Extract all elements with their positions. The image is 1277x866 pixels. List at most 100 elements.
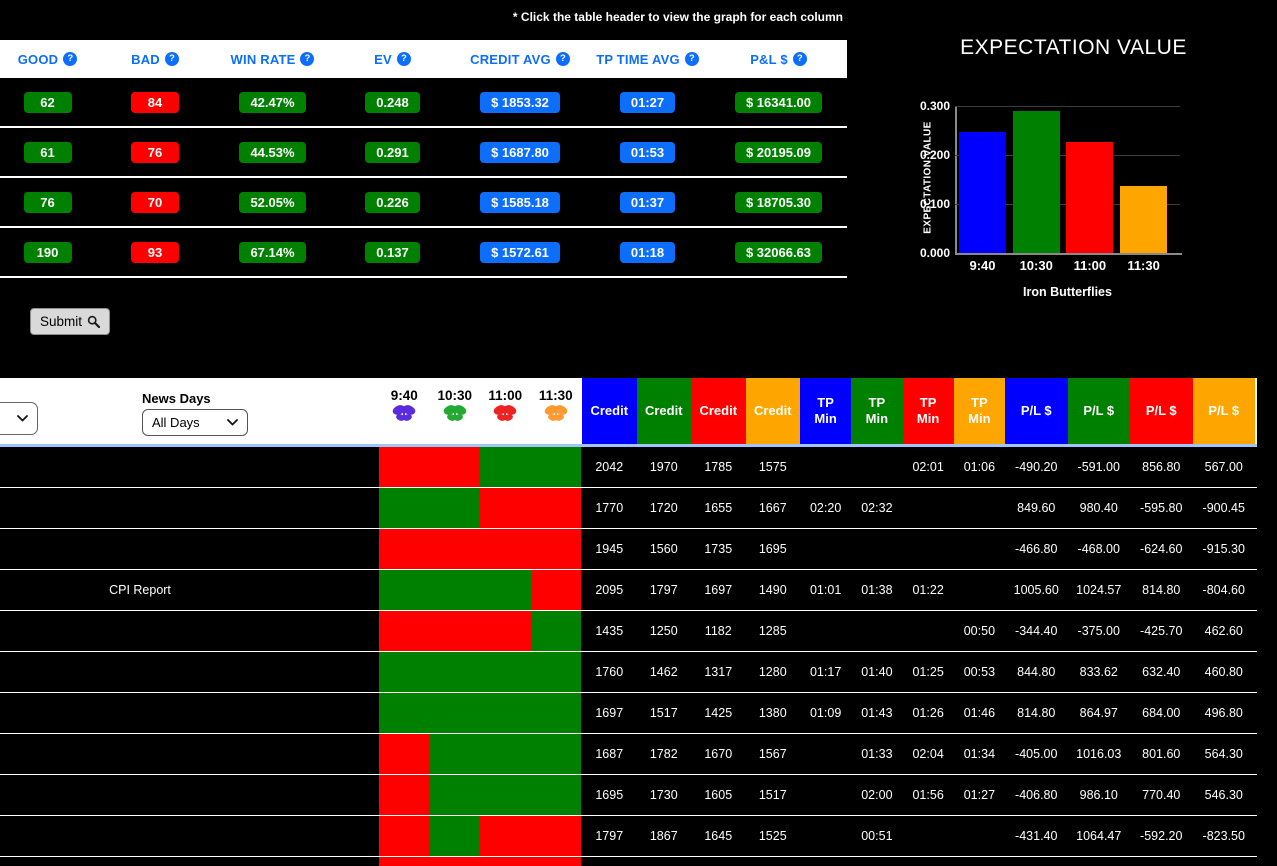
column-header-p-l-10-30[interactable]: P/L $	[1067, 378, 1130, 444]
table-row: 1945 1560 1735 1695 -466.80 -468.00 -624.60 -91…	[0, 529, 1257, 570]
summary-badge-tp_time_avg: 01:53	[619, 141, 676, 163]
chevron-down-icon	[17, 415, 28, 422]
summary-badge-pl: $ 20195.09	[734, 141, 823, 163]
summary-badge-win_rate: 67.14%	[239, 241, 306, 263]
summary-table: GOOD? BAD? WIN RATE? EV? CREDIT AVG? TP TIME …	[0, 40, 847, 278]
column-header-label: Credit	[753, 402, 792, 418]
summary-badge-bad: 70	[131, 191, 179, 213]
credit-cell-11-30: 1567	[758, 747, 787, 761]
column-header-tp-min-10-30[interactable]: TP Min	[851, 378, 903, 444]
submit-label: Submit	[40, 314, 83, 329]
expectation-value-chart: EXPECTATION VALUE EXPECTATION VALUE Iron…	[870, 0, 1277, 330]
column-header-credit-9-40[interactable]: Credit	[582, 378, 637, 444]
summary-header-bad[interactable]: BAD?	[95, 40, 215, 78]
column-header-p-l-9-40[interactable]: P/L $	[1005, 378, 1068, 444]
credit-cell-11-00: 1697	[704, 583, 733, 597]
column-header-p-l-11-30[interactable]: P/L $	[1192, 378, 1255, 444]
magnifier-icon	[87, 315, 101, 328]
result-cell-11-30	[530, 693, 581, 733]
submit-button[interactable]: Submit	[30, 308, 111, 335]
result-cell-9-40	[379, 570, 430, 610]
result-cell-11-30	[530, 857, 581, 866]
table-row: 1760 1462 1317 1280 01:17 01:40 01:25 00:53 844.…	[0, 652, 1257, 693]
summary-header-label: TP TIME AVG	[596, 51, 680, 67]
news-days-select[interactable]: All Days	[142, 409, 248, 436]
tp-cell-9-40: 02:20	[809, 501, 842, 515]
column-header-label: TP Min	[916, 394, 940, 426]
chart-x-tick-label: 9:40	[969, 258, 996, 273]
result-cell-9-40	[379, 611, 430, 651]
column-header-credit-11-00[interactable]: Credit	[691, 378, 746, 444]
help-icon[interactable]: ?	[63, 52, 78, 66]
column-header-tp-min-11-30[interactable]: TP Min	[953, 378, 1005, 444]
credit-cell-11-30: 1525	[758, 829, 787, 843]
left-filter-select[interactable]	[0, 402, 38, 435]
summary-row: 61 76 44.53% 0.291 $ 1687.80 01:53 $ 20195.09	[0, 128, 847, 178]
result-cell-11-30	[530, 570, 581, 610]
column-header-label: P/L $	[1020, 402, 1052, 418]
result-cell-9-40	[379, 652, 430, 692]
result-cell-11-00	[480, 734, 531, 774]
summary-badge-ev: 0.248	[365, 91, 420, 113]
tp-cell-9-40	[800, 816, 851, 856]
tp-cell-11-30: 01:46	[963, 706, 996, 720]
pl-cell-10-30: 980.40	[1079, 501, 1118, 515]
credit-cell-10-30: 1970	[649, 460, 678, 474]
chart-bar-11-00	[1066, 142, 1114, 253]
tp-cell-10-30: 01:38	[861, 583, 893, 597]
summary-badge-tp_time_avg: 01:27	[619, 91, 676, 113]
tp-cell-11-30	[954, 857, 1005, 866]
summary-header-good[interactable]: GOOD?	[0, 40, 95, 78]
help-icon[interactable]: ?	[396, 52, 411, 66]
summary-header-win-rate[interactable]: WIN RATE?	[215, 40, 330, 78]
summary-badge-win_rate: 42.47%	[239, 91, 306, 113]
result-cell-9-40	[379, 775, 430, 815]
result-cell-11-30	[530, 488, 581, 528]
tp-cell-11-00	[903, 857, 954, 866]
column-header-credit-10-30[interactable]: Credit	[636, 378, 691, 444]
column-header-p-l-11-00[interactable]: P/L $	[1130, 378, 1193, 444]
tp-cell-9-40	[800, 734, 851, 774]
help-icon[interactable]: ?	[300, 52, 315, 66]
result-cell-11-00	[480, 611, 531, 651]
credit-cell-11-00: 1317	[704, 665, 733, 679]
column-header-label: TP Min	[968, 394, 991, 426]
result-cell-10-30	[429, 652, 480, 692]
summary-badge-good: 190	[23, 241, 72, 263]
help-icon[interactable]: ?	[164, 52, 179, 66]
summary-header-ev[interactable]: EV?	[330, 40, 455, 78]
time-header-label: 11:00	[488, 388, 523, 403]
summary-badge-credit_avg: $ 1572.61	[480, 241, 560, 263]
credit-cell-10-30: 1250	[649, 624, 678, 638]
result-cell-9-40	[379, 488, 430, 528]
help-icon[interactable]: ?	[684, 52, 699, 66]
pl-cell-9-40: 849.60	[1017, 501, 1056, 515]
pl-cell-11-30: 496.80	[1204, 706, 1243, 720]
credit-cell-9-40: 1945	[595, 542, 624, 556]
table-row: 2042 1970 1785 1575 02:01 01:06 -490.20 -591.00…	[0, 447, 1257, 488]
chart-y-axis-label: EXPECTATION VALUE	[922, 121, 934, 234]
help-icon[interactable]: ?	[792, 52, 807, 66]
summary-header-credit-avg[interactable]: CREDIT AVG?	[455, 40, 585, 78]
help-icon[interactable]: ?	[555, 52, 570, 66]
credit-cell-11-30: 1280	[758, 665, 787, 679]
pl-cell-9-40: -406.80	[1015, 788, 1058, 802]
column-header-tp-min-11-00[interactable]: TP Min	[902, 378, 954, 444]
summary-badge-bad: 84	[131, 91, 179, 113]
column-header-tp-min-9-40[interactable]: TP Min	[800, 378, 852, 444]
credit-cell-10-30: 1517	[649, 706, 678, 720]
column-header-credit-11-30[interactable]: Credit	[745, 378, 800, 444]
summary-header-p-l[interactable]: P&L $?	[710, 40, 847, 78]
chart-y-axis	[955, 106, 957, 253]
summary-header-tp-time-avg[interactable]: TP TIME AVG?	[585, 40, 710, 78]
result-cell-11-30	[530, 734, 581, 774]
result-cell-10-30	[429, 447, 480, 487]
credit-cell-10-30: 1462	[649, 665, 678, 679]
tp-cell-11-30: 00:50	[963, 624, 996, 638]
credit-cell-10-30: 1720	[649, 501, 678, 515]
credit-cell-9-40: 1760	[595, 665, 624, 679]
table-row: 1695 1730 1605 1517 02:00 01:56 01:27 -406.80 98…	[0, 775, 1257, 816]
pl-cell-11-00: 856.80	[1142, 460, 1181, 474]
tp-cell-9-40	[800, 529, 851, 569]
pl-cell-9-40: 844.80	[1017, 665, 1056, 679]
